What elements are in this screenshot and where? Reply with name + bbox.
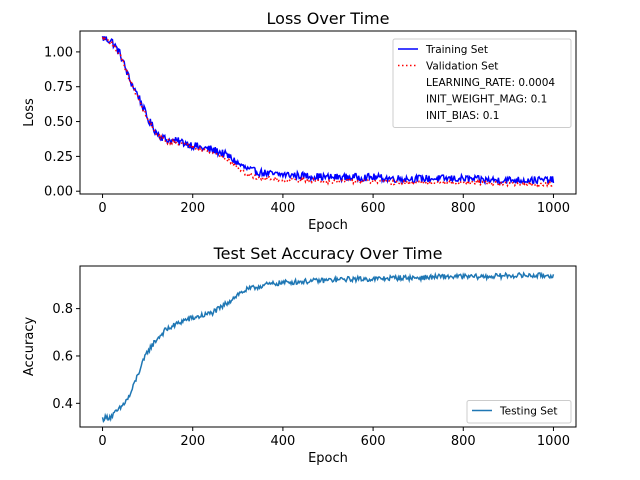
legend: Training Set Validation Set LEARNING_RATE:… xyxy=(392,38,572,128)
x-tick-label: 0 xyxy=(98,434,106,449)
x-tick-label: 600 xyxy=(361,201,386,216)
x-axis-label: Epoch xyxy=(308,451,348,466)
x-tick-label: 1000 xyxy=(537,434,570,449)
legend-label: Testing Set xyxy=(499,406,558,418)
y-tick-label: 0.50 xyxy=(44,115,73,130)
y-tick-label: 0.4 xyxy=(52,397,73,412)
x-tick-label: 0 xyxy=(98,201,106,216)
series-line-validation-set xyxy=(101,34,554,188)
y-tick-label: 0.6 xyxy=(52,349,73,364)
legend-label: Validation Set xyxy=(426,61,498,73)
x-tick-label: 200 xyxy=(180,434,205,449)
x-tick-label: 400 xyxy=(270,201,295,216)
chart-title: Loss Over Time xyxy=(267,9,390,28)
y-tick-label: 0.8 xyxy=(52,302,73,317)
y-tick-label: 0.25 xyxy=(44,150,73,165)
series-line-testing-set xyxy=(101,271,555,423)
y-axis-label: Accuracy xyxy=(22,317,37,377)
x-axis-label: Epoch xyxy=(308,218,348,233)
x-tick-label: 800 xyxy=(451,434,476,449)
axes-frame xyxy=(79,30,577,195)
legend-box xyxy=(392,38,572,128)
y-tick-label: 1.00 xyxy=(44,45,73,60)
y-axis-label: Loss xyxy=(22,98,37,127)
legend-note: INIT_WEIGHT_MAG: 0.1 xyxy=(426,94,547,106)
x-tick-label: 400 xyxy=(270,434,295,449)
legend: Testing Set xyxy=(466,400,572,424)
x-tick-label: 600 xyxy=(361,434,386,449)
legend-note: LEARNING_RATE: 0.0004 xyxy=(426,77,555,89)
x-tick-label: 200 xyxy=(180,201,205,216)
chart-1: 0 200 400 600 800 1000 0.00 0.25 0.50 0.75 1.00 Los… xyxy=(22,9,577,233)
legend-box xyxy=(466,400,572,424)
x-tick-label: 800 xyxy=(451,201,476,216)
chart-2: 0 200 400 600 800 1000 0.4 0.6 0.8 Test Set Accur… xyxy=(22,244,577,466)
x-tick-label: 1000 xyxy=(537,201,570,216)
y-tick-label: 0.75 xyxy=(44,80,73,95)
chart-title: Test Set Accuracy Over Time xyxy=(213,244,443,263)
axes-frame xyxy=(79,265,577,428)
series-line-training-set xyxy=(101,36,555,186)
legend-label: Training Set xyxy=(425,44,488,56)
y-tick-label: 0.00 xyxy=(44,185,73,200)
legend-note: INIT_BIAS: 0.1 xyxy=(426,110,499,122)
